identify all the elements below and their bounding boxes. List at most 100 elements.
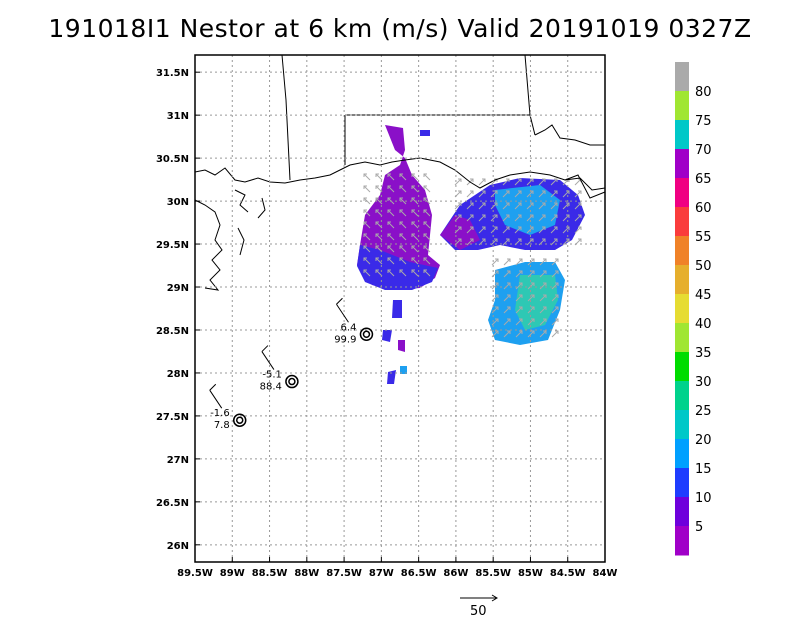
wind-cell-5 [398,340,405,352]
wind-arrow [538,226,546,234]
wind-arrow-head [363,209,367,213]
wind-arrow-head [518,190,522,194]
wind-arrow-head [554,214,558,218]
wind-arrow-head [542,202,546,206]
wind-arrow [538,190,546,198]
wind-arrow-head [518,238,522,242]
lon-label: 87.5W [326,568,362,579]
wind-arrow [478,226,486,234]
ga-al-border [524,54,531,116]
wind-arrow-head [530,238,534,242]
wind-arrow-head [458,238,462,242]
storm-center-inner [288,377,296,386]
wind-arrow [574,178,582,186]
colorbar-label: 70 [695,143,712,158]
wind-arrow [550,202,558,210]
wind-arrow-head [363,221,367,225]
wind-arrow-head [482,202,486,206]
wind-arrow [454,202,462,210]
wind-arrow-head [375,185,379,189]
wind-arrow [515,270,523,278]
wind-arrow-head [530,202,534,206]
wind-arrow-head [375,197,379,201]
wind-arrow-head [399,197,403,201]
wind-arrow [574,214,582,222]
wind-arrow [551,306,559,314]
map-frame [194,54,606,563]
wind-arrow-head [543,258,547,262]
wind-arrow [551,330,559,338]
wind-arrow [490,190,498,198]
wind-arrow-head [506,178,510,182]
wind-arrow [514,214,522,222]
wind-arrow [550,214,558,222]
wind-arrow-head [458,178,462,182]
wind-arrow [538,202,546,210]
wind-arrow-head [506,214,510,218]
wind-arrow-head [507,282,511,286]
wind-arrow [478,214,486,222]
wind-arrow-head [411,233,415,237]
lon-label: 89W [220,568,245,579]
island-fragment [257,197,266,219]
wind-arrow-head [375,245,379,249]
wind-arrow-head [423,245,427,249]
lon-label: 86W [443,568,468,579]
wind-arrow-head [555,306,559,310]
colorbar-swatch [675,207,689,237]
colorbar-swatch [675,62,689,92]
wind-arrow-head [470,226,474,230]
wind-arrow-head [542,214,546,218]
wind-arrow-head [387,221,391,225]
wind-arrow-head [423,209,427,213]
wind-arrow-head [495,318,499,322]
wind-arrow-head [411,269,415,273]
wind-arrow-head [506,202,510,206]
colorbar-swatch [675,265,689,295]
center-top-value: 6.4 [341,322,357,333]
wind-arrow-head [566,226,570,230]
wind-arrow-head [387,233,391,237]
wind-arrow-head [507,330,511,334]
wind-arrow [515,294,523,302]
wind-arrow [375,173,383,181]
wind-arrow [411,245,419,253]
wind-arrow-head [411,245,415,249]
wind-arrow [502,190,510,198]
lat-label: 29.5N [156,240,189,251]
wind-arrow-head [387,209,391,213]
wind-arrow-head [470,202,474,206]
wind-arrow [527,330,535,338]
wind-arrow [466,202,474,210]
wind-arrow-head [411,221,415,225]
wind-arrow-head [507,270,511,274]
wind-arrow [399,197,407,205]
wind-arrow-head [507,318,511,322]
wind-arrow-head [555,330,559,334]
wind-arrow [562,202,570,210]
wind-arrow [387,257,395,265]
lon-label: 84W [593,568,618,579]
wind-arrow-head [531,282,535,286]
lat-label: 27.5N [156,412,189,423]
wind-arrow-head [495,306,499,310]
wind-barb-flag [336,297,343,305]
wind-arrow-head [530,226,534,230]
colorbar-label: 5 [695,520,703,535]
wind-arrow-head [375,209,379,213]
wind-arrow-head [555,318,559,322]
wind-barb-flag [261,345,269,352]
fl-big-bend [534,124,605,146]
wind-barb-staff [336,304,349,323]
wind-arrow [515,282,523,290]
wind-arrow-head [387,257,391,261]
wind-arrow-head [554,178,558,182]
wind-arrow-head [399,173,403,177]
ms-al-border [281,54,291,181]
wind-arrow [527,258,535,266]
wind-vector-layer [363,173,582,338]
wind-arrow [387,245,395,253]
wind-arrow [478,202,486,210]
wind-arrow [423,209,431,217]
wind-arrow [539,330,547,338]
